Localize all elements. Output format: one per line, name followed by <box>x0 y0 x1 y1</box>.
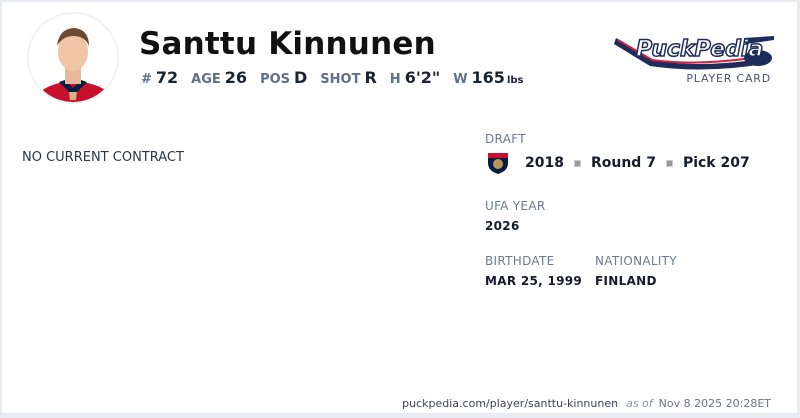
number-label: # <box>141 72 152 87</box>
florida-panthers-logo-icon <box>487 151 509 175</box>
draft-pick: Pick 207 <box>682 155 750 171</box>
draft-label: DRAFT <box>485 132 526 146</box>
position-value: D <box>294 68 308 87</box>
player-name: Santtu Kinnunen <box>139 26 436 62</box>
separator-icon <box>665 159 673 167</box>
age-value: 26 <box>224 68 248 87</box>
ufa-year-value: 2026 <box>485 219 520 233</box>
weight-value: 165 <box>471 68 505 87</box>
birthdate-value: MAR 25, 1999 <box>485 274 583 288</box>
weight-unit: lbs <box>506 75 524 86</box>
nationality-value: FINLAND <box>595 274 657 288</box>
age-label: AGE <box>191 72 221 87</box>
player-card: Santtu Kinnunen # 72 AGE 26 POS D SHOT R… <box>2 2 797 413</box>
ufa-year-label: UFA YEAR <box>485 199 546 213</box>
puckpedia-logo: PuckPedia <box>614 24 776 72</box>
player-url-link[interactable]: puckpedia.com/player/santtu-kinnunen <box>402 397 619 410</box>
shot-value: R <box>364 68 377 87</box>
draft-year: 2018 <box>525 155 564 171</box>
player-card-subtitle: PLAYER CARD <box>686 72 771 85</box>
player-avatar <box>27 12 119 104</box>
player-stats: # 72 AGE 26 POS D SHOT R H 6'2" W 165 lb… <box>141 68 523 87</box>
draft-round: Round 7 <box>590 155 656 171</box>
height-label: H <box>389 72 401 87</box>
separator-icon <box>573 159 581 167</box>
logo-text: PuckPedia <box>636 37 763 62</box>
shot-label: SHOT <box>320 72 361 87</box>
height-value: 6'2" <box>404 68 441 87</box>
number-value: 72 <box>155 68 179 87</box>
birthdate-label: BIRTHDATE <box>485 254 555 268</box>
position-label: POS <box>260 72 291 87</box>
nationality-label: NATIONALITY <box>595 254 677 268</box>
footer: puckpedia.com/player/santtu-kinnunen as o… <box>402 397 771 410</box>
draft-info: 2018 Round 7 Pick 207 <box>487 151 750 175</box>
weight-label: W <box>453 72 468 87</box>
timestamp: Nov 8 2025 20:28ET <box>658 397 771 410</box>
contract-status: NO CURRENT CONTRACT <box>22 150 184 165</box>
as-of-label: as of <box>626 397 653 410</box>
